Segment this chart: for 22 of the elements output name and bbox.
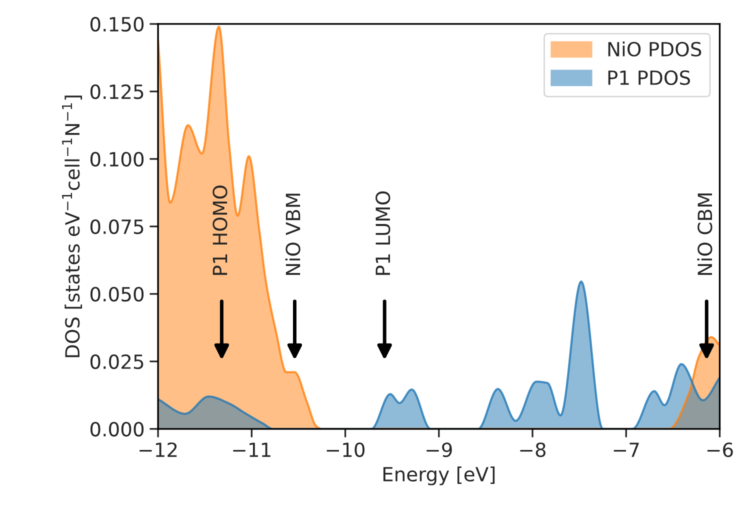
y-tick-label: 0.100	[90, 152, 144, 167]
x-tick-label: −6	[707, 442, 733, 458]
y-axis-title: DOS [states eV$^{−1}$cell$^{−1}$N$^{−1}$]	[62, 96, 82, 358]
y-tick-label: 0.125	[90, 84, 144, 100]
x-tick-label: −7	[614, 442, 639, 457]
ref-line-label: P1 LUMO	[376, 191, 390, 275]
x-tick-label: −12	[140, 442, 177, 457]
y-tick-label: 0.150	[90, 16, 144, 32]
x-tick-label: −8	[520, 442, 546, 458]
x-axis-title: Energy [eV]	[383, 466, 495, 486]
y-tick-label: 0.050	[90, 286, 144, 302]
legend-label: P1 PDOS	[608, 70, 690, 86]
x-tick-label: −10	[326, 442, 365, 458]
x-tick-label: −11	[233, 442, 270, 457]
legend-label: NiO PDOS	[608, 41, 702, 57]
ref-line-label: NiO CBM	[697, 194, 712, 275]
x-tick-label: −9	[426, 442, 452, 458]
ref-line-label: P1 HOMO	[212, 186, 228, 275]
y-tick-label: 0.000	[90, 422, 144, 437]
y-tick-label: 0.075	[90, 219, 144, 234]
ref-line-label: NiO VBM	[285, 194, 300, 275]
y-tick-label: 0.025	[90, 354, 144, 370]
